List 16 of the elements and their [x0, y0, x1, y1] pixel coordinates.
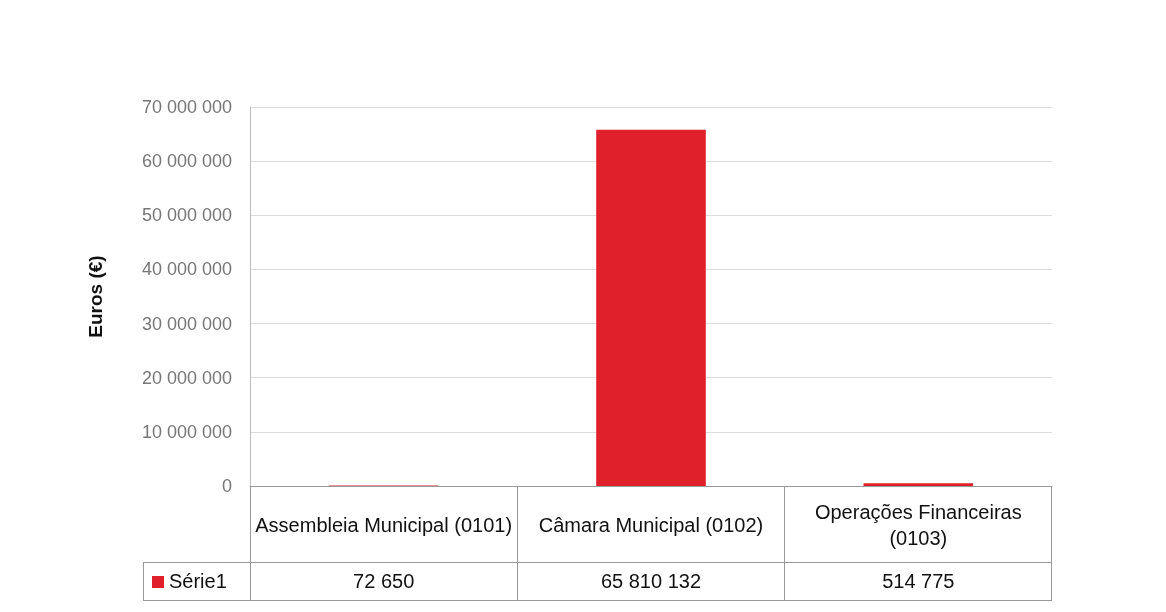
data-label: 65 810 132: [517, 562, 785, 601]
data-label: 72 650: [250, 562, 518, 601]
y-tick-label: 40 000 000: [141, 259, 232, 280]
y-tick-label: 30 000 000: [141, 313, 232, 334]
legend-label: Série1: [143, 562, 250, 601]
data-label: 514 775: [784, 562, 1052, 601]
x-tick-label: Operações Financeiras (0103): [784, 486, 1052, 563]
y-tick-label: 20 000 000: [141, 367, 232, 388]
y-tick-label: 0: [221, 476, 232, 496]
y-axis-title: Euros (€): [85, 255, 106, 338]
y-tick-label: 50 000 000: [141, 205, 232, 226]
x-tick-label: Câmara Municipal (0102): [517, 486, 785, 563]
y-tick-label: 70 000 000: [141, 97, 232, 117]
y-tick-label: 60 000 000: [141, 151, 232, 172]
x-tick-label: Assembleia Municipal (0101): [250, 486, 518, 563]
y-tick-label: 10 000 000: [141, 421, 232, 442]
